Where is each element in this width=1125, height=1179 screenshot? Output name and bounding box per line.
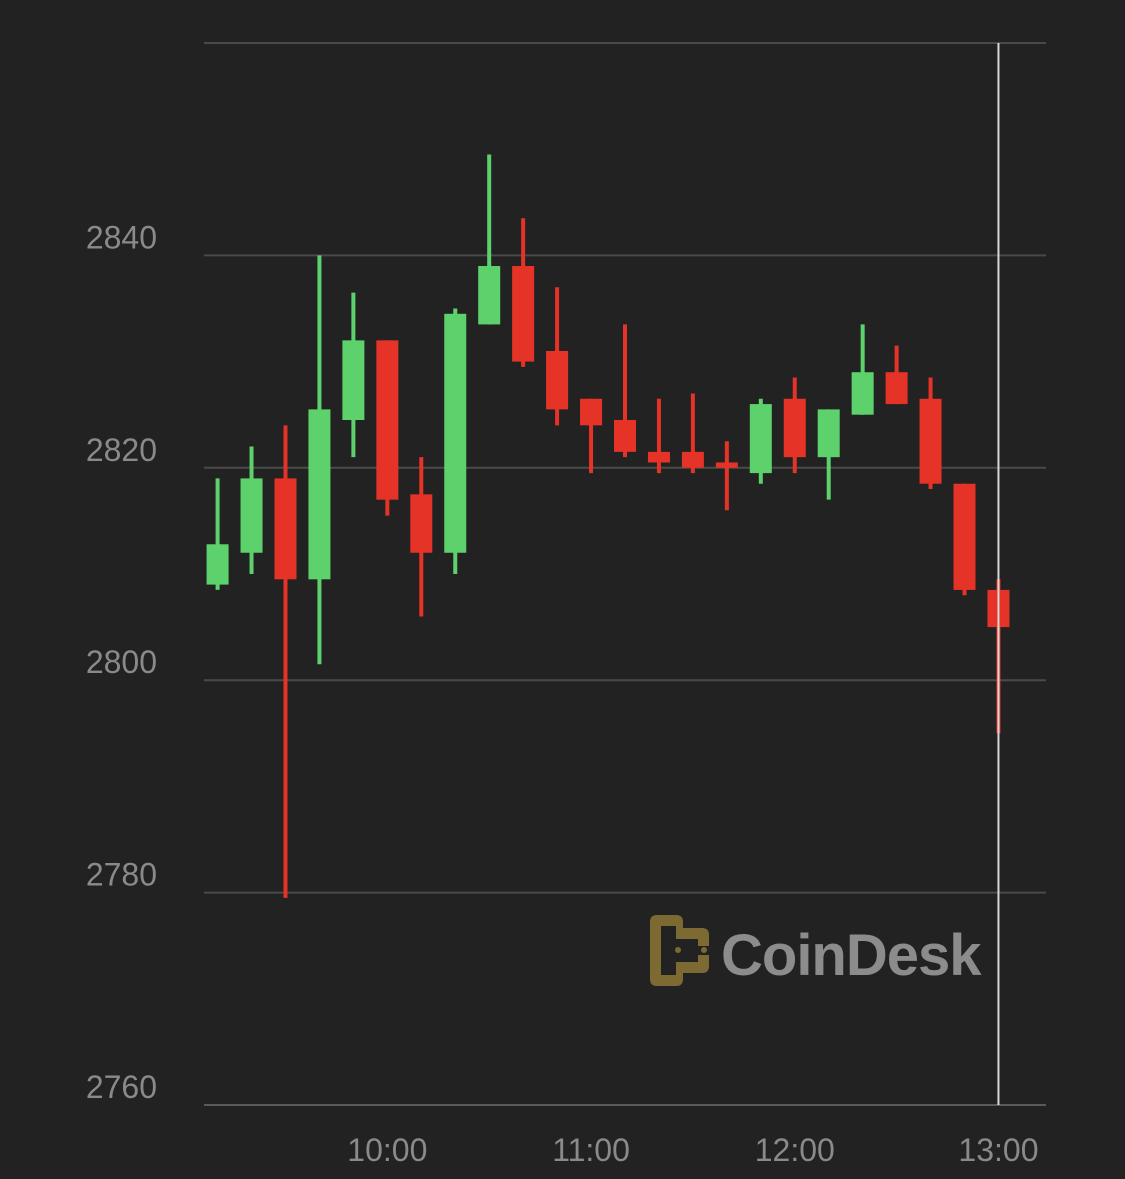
candle-body [444, 313, 467, 553]
candle-body [342, 340, 365, 421]
candle [240, 446, 263, 574]
candle-body [410, 494, 433, 553]
candle [410, 457, 433, 617]
y-tick-label: 2760 [86, 1069, 157, 1105]
logo-mark-dot [701, 947, 707, 953]
candle-body [681, 451, 704, 468]
candle [647, 398, 670, 474]
y-tick-label: 2800 [86, 644, 157, 680]
candle [580, 398, 603, 474]
candle [376, 340, 399, 516]
y-tick-label: 2820 [86, 432, 157, 468]
candle [546, 287, 569, 426]
candle [885, 345, 908, 405]
coindesk-watermark: CoinDesk [650, 915, 983, 988]
candle-body [885, 372, 908, 405]
candle [953, 483, 976, 596]
watermark-text: CoinDesk [721, 923, 982, 988]
y-tick-label: 2780 [86, 857, 157, 893]
x-axis-labels: 10:00 11:00 12:00 13:00 [347, 1132, 1038, 1168]
candle-body [274, 478, 297, 580]
candle-body [715, 462, 738, 468]
candle-body [647, 451, 670, 463]
y-tick-label: 2840 [86, 219, 157, 255]
candle-body [953, 483, 976, 590]
candle [919, 377, 942, 490]
candle-body [851, 372, 874, 415]
candles [206, 154, 1010, 898]
grid-lines [204, 42, 1046, 1106]
y-axis-labels: 2760 2780 2800 2820 2840 [86, 219, 157, 1105]
candle [308, 255, 331, 665]
candle [206, 478, 229, 590]
x-tick-label: 12:00 [755, 1132, 835, 1168]
x-tick-label: 11:00 [552, 1132, 630, 1168]
candle-body [512, 266, 535, 362]
candle-body [614, 420, 636, 452]
candle [851, 324, 874, 415]
candle-body [919, 398, 942, 484]
candle [444, 308, 467, 574]
candle-body [546, 350, 569, 410]
coindesk-logo-icon [650, 915, 709, 986]
candle-body [580, 398, 603, 426]
candle [614, 324, 636, 458]
candle-body [478, 266, 501, 325]
x-tick-label: 10:00 [347, 1132, 427, 1168]
candle [512, 218, 535, 367]
candle [274, 425, 297, 898]
candle-body [749, 404, 772, 474]
candle-body [308, 409, 331, 580]
candle [342, 292, 365, 458]
x-tick-label: 13:00 [958, 1132, 1038, 1168]
candle [749, 398, 772, 484]
candle [817, 409, 840, 500]
candle-body [817, 409, 840, 458]
candle [478, 154, 501, 325]
logo-mark-dot [675, 947, 681, 953]
candle-body [376, 340, 399, 500]
candle [681, 393, 704, 474]
candle-body [206, 544, 229, 585]
logo-mark-shape [650, 915, 709, 986]
candle-body [783, 398, 806, 458]
candle-body [240, 478, 263, 553]
candle [783, 377, 806, 474]
candle [715, 441, 738, 511]
